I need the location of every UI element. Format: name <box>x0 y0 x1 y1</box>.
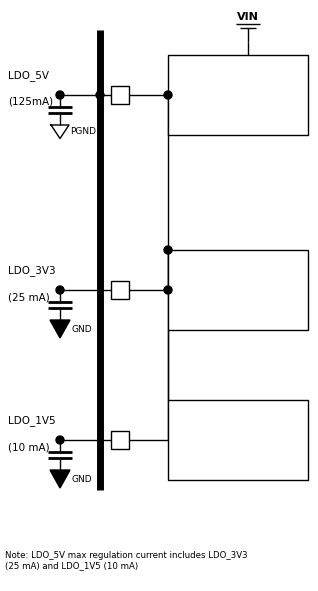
Bar <box>168 250 308 330</box>
Circle shape <box>56 286 64 294</box>
Text: (25 mA): (25 mA) <box>8 292 50 302</box>
Polygon shape <box>50 320 70 338</box>
Bar <box>111 281 129 299</box>
Circle shape <box>164 286 172 294</box>
Circle shape <box>96 91 104 99</box>
Circle shape <box>56 91 64 99</box>
Text: (125mA): (125mA) <box>8 97 53 107</box>
Text: Note: LDO_5V max regulation current includes LDO_3V3
(25 mA) and LDO_1V5 (10 mA): Note: LDO_5V max regulation current incl… <box>5 551 248 570</box>
Text: LDO_5V: LDO_5V <box>213 89 263 102</box>
Text: GND: GND <box>72 324 93 333</box>
Text: LDO_3V3: LDO_3V3 <box>210 284 266 297</box>
Bar <box>168 400 308 480</box>
Text: GND: GND <box>72 475 93 483</box>
Text: VIN: VIN <box>237 12 259 22</box>
Text: (10 mA): (10 mA) <box>8 442 50 452</box>
Bar <box>111 86 129 104</box>
Bar <box>111 431 129 449</box>
Circle shape <box>56 436 64 444</box>
Text: PGND: PGND <box>70 127 96 136</box>
Circle shape <box>164 91 172 99</box>
Bar <box>168 55 308 135</box>
Text: LDO_1V5: LDO_1V5 <box>210 434 266 446</box>
Text: LDO_1V5: LDO_1V5 <box>8 415 56 426</box>
Circle shape <box>164 246 172 254</box>
Text: LDO_3V3: LDO_3V3 <box>8 265 56 276</box>
Polygon shape <box>50 470 70 488</box>
Text: LDO_5V: LDO_5V <box>8 70 49 81</box>
